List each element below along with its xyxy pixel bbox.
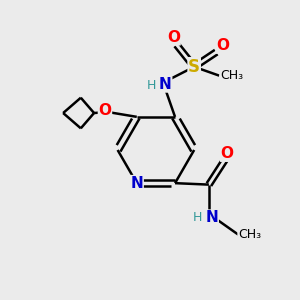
Text: N: N: [206, 210, 218, 225]
Text: O: O: [216, 38, 229, 53]
Text: H: H: [147, 79, 156, 92]
Text: S: S: [188, 58, 200, 76]
Text: O: O: [220, 146, 234, 161]
Text: CH₃: CH₃: [238, 228, 261, 241]
Text: N: N: [159, 77, 172, 92]
Text: H: H: [193, 211, 202, 224]
Text: O: O: [167, 30, 180, 45]
Text: N: N: [130, 176, 143, 190]
Text: CH₃: CH₃: [220, 69, 243, 82]
Text: O: O: [98, 103, 112, 118]
